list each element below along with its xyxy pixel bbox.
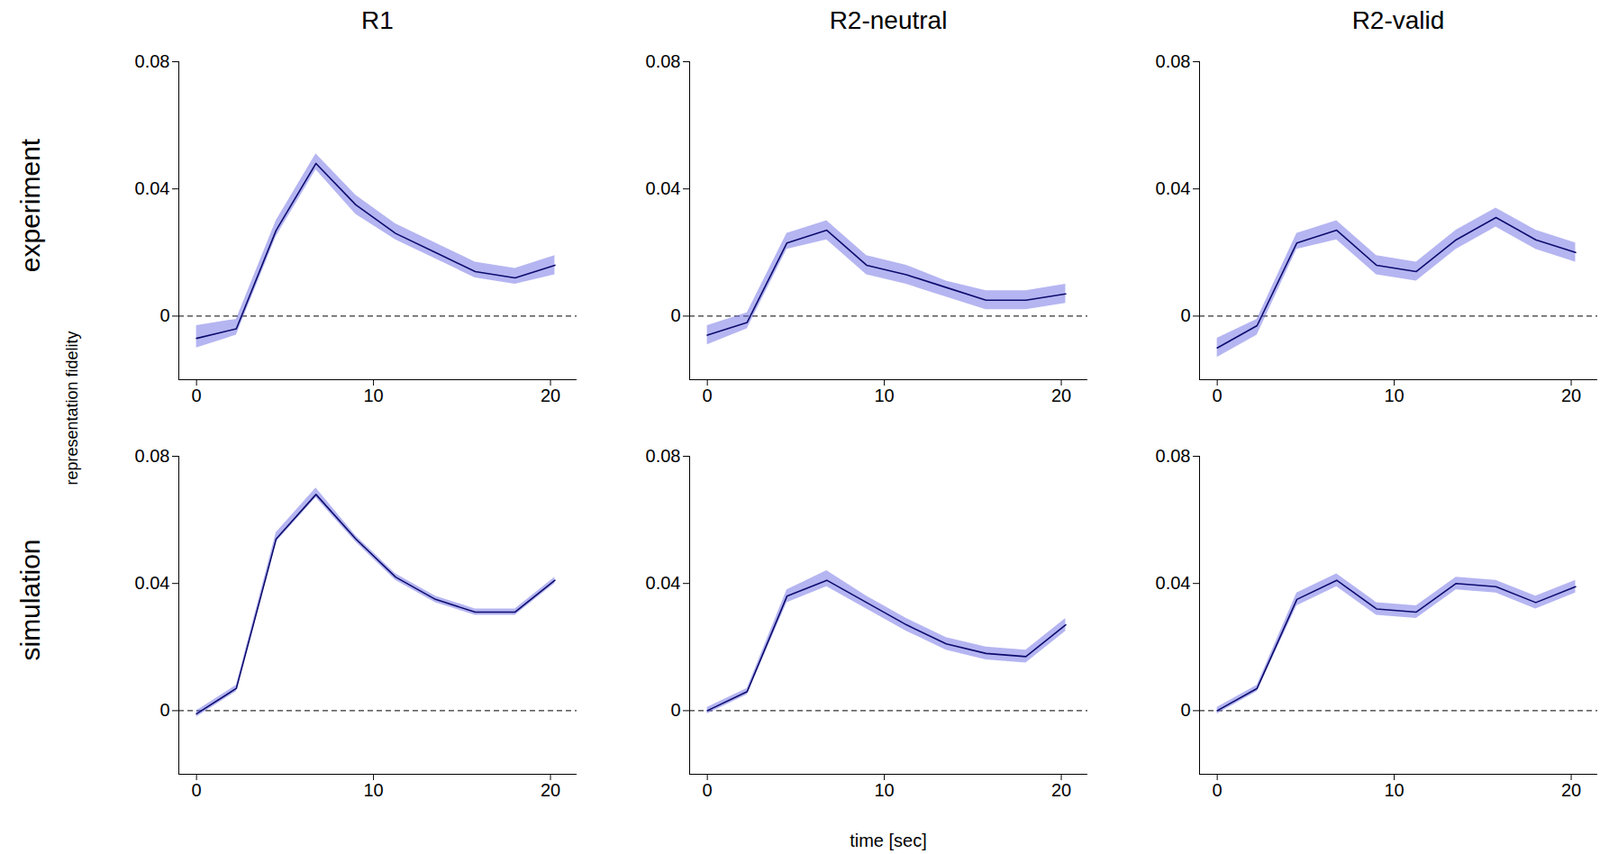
svg-text:0.08: 0.08	[135, 51, 171, 72]
svg-text:representation fidelity: representation fidelity	[63, 330, 82, 485]
svg-text:0: 0	[1180, 305, 1191, 326]
svg-text:R2-neutral: R2-neutral	[829, 6, 948, 35]
svg-text:10: 10	[1383, 385, 1404, 406]
svg-text:0: 0	[191, 780, 202, 800]
svg-text:0: 0	[159, 305, 170, 326]
svg-text:simulation: simulation	[15, 538, 46, 661]
svg-text:10: 10	[363, 780, 383, 800]
svg-text:0.04: 0.04	[1155, 178, 1191, 199]
svg-text:10: 10	[873, 385, 894, 406]
svg-text:10: 10	[363, 385, 383, 406]
svg-text:time [sec]: time [sec]	[849, 830, 928, 851]
svg-text:0: 0	[1180, 700, 1191, 720]
svg-text:0.04: 0.04	[645, 572, 682, 593]
svg-text:10: 10	[873, 780, 894, 800]
svg-text:20: 20	[1051, 780, 1072, 800]
svg-text:experiment: experiment	[15, 137, 46, 273]
svg-text:0: 0	[191, 385, 202, 406]
svg-text:0: 0	[702, 385, 713, 406]
svg-text:10: 10	[1383, 780, 1404, 800]
svg-text:R2-valid: R2-valid	[1352, 6, 1446, 35]
svg-text:0.08: 0.08	[1155, 445, 1191, 466]
svg-text:0.04: 0.04	[1155, 572, 1191, 593]
svg-text:0.08: 0.08	[645, 51, 682, 72]
svg-text:0: 0	[1212, 780, 1223, 800]
svg-text:0.08: 0.08	[645, 445, 682, 466]
svg-text:0: 0	[670, 305, 681, 326]
svg-text:20: 20	[1561, 385, 1582, 406]
svg-text:20: 20	[540, 385, 561, 406]
svg-text:0: 0	[1212, 385, 1223, 406]
svg-text:0.04: 0.04	[135, 178, 171, 199]
svg-text:0: 0	[702, 780, 713, 800]
svg-text:0.04: 0.04	[135, 572, 171, 593]
svg-text:0.08: 0.08	[135, 445, 171, 466]
svg-text:0.08: 0.08	[1155, 51, 1191, 72]
svg-text:R1: R1	[361, 6, 394, 35]
svg-text:0.04: 0.04	[645, 178, 682, 199]
svg-text:0: 0	[670, 700, 681, 720]
svg-text:20: 20	[1561, 780, 1582, 800]
svg-text:20: 20	[540, 780, 561, 800]
svg-text:0: 0	[159, 700, 170, 720]
svg-text:20: 20	[1051, 385, 1072, 406]
